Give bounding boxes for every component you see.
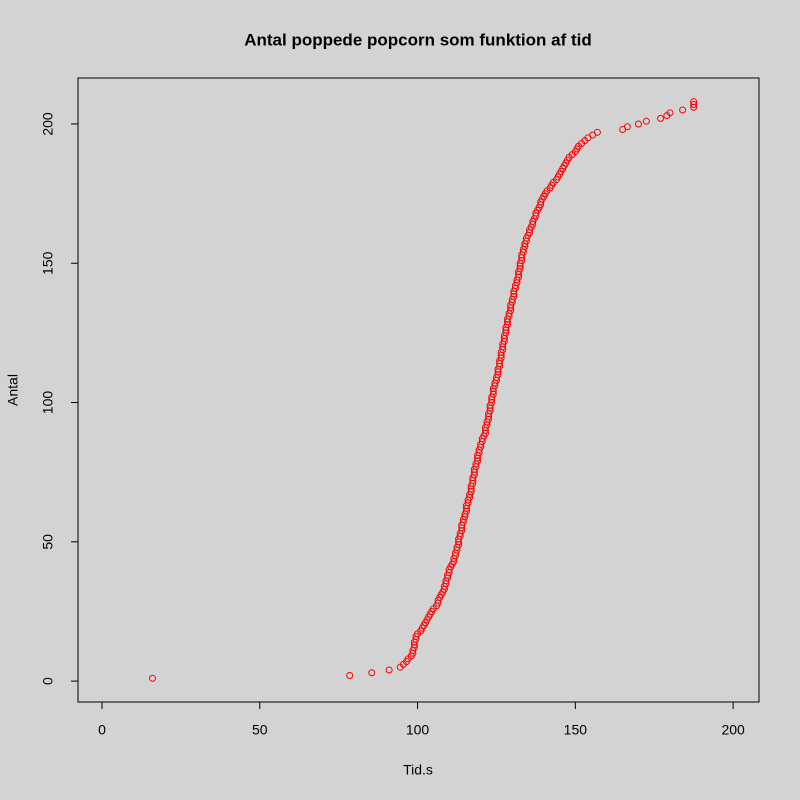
x-axis-label: Tid.s xyxy=(403,762,433,778)
point xyxy=(657,114,665,122)
point xyxy=(642,117,650,125)
point xyxy=(634,120,642,128)
y-tick-label: 150 xyxy=(40,251,56,275)
point xyxy=(148,674,156,682)
y-tick-label: 0 xyxy=(40,677,56,685)
x-tick-label: 100 xyxy=(406,722,430,738)
x-tick-label: 0 xyxy=(98,722,106,738)
chart-title: Antal poppede popcorn som funktion af ti… xyxy=(244,30,592,49)
y-axis-label: Antal xyxy=(5,374,21,406)
x-tick-label: 200 xyxy=(721,722,745,738)
point xyxy=(593,128,601,136)
x-tick-label: 50 xyxy=(252,722,268,738)
y-tick-label: 50 xyxy=(40,534,56,550)
point xyxy=(690,100,698,108)
point xyxy=(623,123,631,131)
point xyxy=(346,672,354,680)
point xyxy=(385,666,393,674)
point xyxy=(679,106,687,114)
point xyxy=(368,669,376,677)
y-tick-label: 100 xyxy=(40,391,56,415)
x-tick-label: 150 xyxy=(564,722,588,738)
point xyxy=(690,98,698,106)
y-tick-label: 200 xyxy=(40,112,56,136)
point xyxy=(666,109,674,117)
